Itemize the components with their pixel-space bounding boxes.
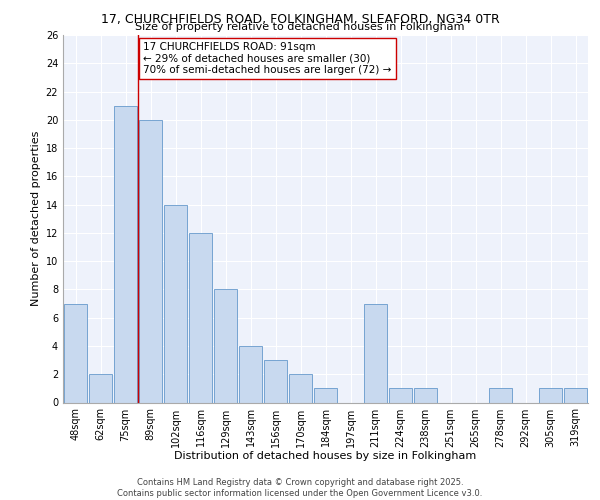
Bar (214, 290, 238, 403)
Text: 17 CHURCHFIELDS ROAD: 91sqm
← 29% of detached houses are smaller (30)
70% of sem: 17 CHURCHFIELDS ROAD: 91sqm ← 29% of det… (143, 42, 391, 76)
Bar (488, 388, 512, 402)
Bar (539, 388, 562, 402)
Bar (89, 374, 112, 402)
Text: 17, CHURCHFIELDS ROAD, FOLKINGHAM, SLEAFORD, NG34 0TR: 17, CHURCHFIELDS ROAD, FOLKINGHAM, SLEAF… (101, 12, 499, 26)
Text: Size of property relative to detached houses in Folkingham: Size of property relative to detached ho… (135, 22, 465, 32)
Bar (64, 304, 88, 402)
Bar (314, 388, 337, 402)
Bar (389, 388, 412, 402)
X-axis label: Distribution of detached houses by size in Folkingham: Distribution of detached houses by size … (175, 451, 476, 461)
Bar (263, 360, 287, 403)
Y-axis label: Number of detached properties: Number of detached properties (31, 131, 41, 306)
Bar (413, 388, 437, 402)
Bar (239, 346, 262, 403)
Bar (364, 304, 388, 402)
Text: Contains HM Land Registry data © Crown copyright and database right 2025.
Contai: Contains HM Land Registry data © Crown c… (118, 478, 482, 498)
Bar (113, 106, 137, 403)
Bar (563, 388, 587, 402)
Bar (289, 374, 313, 402)
Bar (164, 204, 187, 402)
Bar (139, 120, 163, 403)
Bar (188, 233, 212, 402)
